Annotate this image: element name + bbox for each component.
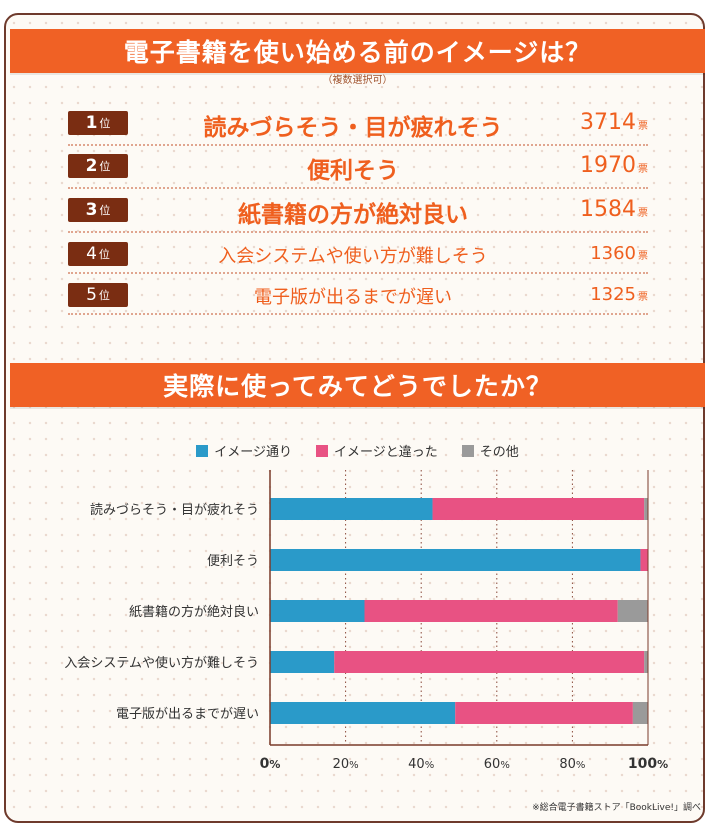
infographic-card xyxy=(4,13,705,823)
source-note: ※総合電子書籍ストア「BookLive!」調べ xyxy=(532,803,701,813)
rank-votes-2: 1970 票 xyxy=(580,153,648,178)
bar-1-series-1 xyxy=(270,498,433,520)
category-label-4: 入会システムや使い方が難しそう xyxy=(64,655,259,671)
rank-suffix: 位 xyxy=(98,289,110,302)
bar-3-series-2 xyxy=(364,600,618,622)
rank-number: 4 xyxy=(86,244,97,264)
rank-label-2: 便利そう xyxy=(307,158,399,184)
x-tick-label-100: 100% xyxy=(628,756,668,772)
x-tick-label-40: 40% xyxy=(408,757,434,772)
x-tick-label-60: 60% xyxy=(484,757,510,772)
legend-label-2: イメージと違った xyxy=(333,445,438,460)
rank-suffix: 位 xyxy=(99,160,111,173)
vote-count: 1325 xyxy=(590,284,636,305)
vote-unit: 票 xyxy=(638,292,648,303)
x-tick-label-20: 20% xyxy=(333,757,359,772)
bar-4-series-2 xyxy=(334,651,645,673)
legend-swatch-3 xyxy=(461,444,474,457)
rank-votes-5: 1325 票 xyxy=(590,284,648,305)
bar-3-series-3 xyxy=(617,600,648,622)
vote-unit: 票 xyxy=(638,164,648,175)
vote-count: 1970 xyxy=(580,153,636,178)
rank-votes-3: 1584 票 xyxy=(580,197,648,222)
rank-votes-4: 1360 票 xyxy=(590,243,648,264)
vote-count: 3714 xyxy=(580,110,636,135)
bar-4-series-1 xyxy=(270,651,335,673)
rank-number: 3 xyxy=(85,200,98,220)
legend-label-3: その他 xyxy=(479,445,519,460)
ranking-subtitle-wrap: （複数選択可） xyxy=(0,71,715,86)
rank-label-3: 紙書籍の方が絶対良い xyxy=(238,202,468,228)
vote-unit: 票 xyxy=(638,208,648,219)
ranking-title: 電子書籍を使い始める前のイメージは？ xyxy=(123,38,592,67)
legend-label-1: イメージ通り xyxy=(214,445,292,460)
legend-swatch-1 xyxy=(196,444,209,457)
rank-label-4: 入会システムや使い方が難しそう xyxy=(218,246,488,267)
vote-unit: 票 xyxy=(638,251,648,262)
rank-label-5: 電子版が出るまでが遅い xyxy=(254,287,452,308)
x-tick-label-80: 80% xyxy=(559,757,585,772)
category-label-3: 紙書籍の方が絶対良い xyxy=(129,604,259,620)
legend-item-3: その他 xyxy=(461,441,519,460)
chart-title-banner: 実際に使ってみてどうでしたか？ xyxy=(10,363,705,407)
vote-unit: 票 xyxy=(638,121,648,132)
vote-count: 1360 xyxy=(590,243,636,264)
chart-legend: イメージ通り イメージと違った その他 xyxy=(0,441,715,460)
bar-3-series-1 xyxy=(270,600,365,622)
rank-votes-1: 3714 票 xyxy=(580,110,648,135)
bar-5-series-3 xyxy=(632,702,648,724)
category-label-5: 電子版が出るまでが遅い xyxy=(116,707,259,722)
x-tick-label-0: 0% xyxy=(260,756,281,772)
chart-title: 実際に使ってみてどうでしたか？ xyxy=(163,372,552,401)
legend-item-1: イメージ通り xyxy=(196,441,292,460)
category-label-1: 読みづらそう・目が疲れそう xyxy=(90,502,259,518)
bar-4-series-3 xyxy=(644,651,648,673)
legend-item-2: イメージと違った xyxy=(315,441,438,460)
bar-5-series-1 xyxy=(270,702,456,724)
ranking-subtitle: （複数選択可） xyxy=(319,75,396,86)
rank-number: 2 xyxy=(85,156,98,176)
rank-suffix: 位 xyxy=(99,117,111,130)
rank-number: 1 xyxy=(85,113,98,133)
bar-1-series-2 xyxy=(432,498,645,520)
vote-count: 1584 xyxy=(580,197,636,222)
rank-label-1: 読みづらそう・目が疲れそう xyxy=(203,115,503,141)
ranking-title-banner: 電子書籍を使い始める前のイメージは？ xyxy=(10,29,705,73)
category-label-2: 便利そう xyxy=(207,554,259,569)
bar-5-series-2 xyxy=(455,702,633,724)
rank-number: 5 xyxy=(86,285,97,305)
rank-suffix: 位 xyxy=(99,204,111,217)
bar-2-series-2 xyxy=(640,549,648,571)
rank-suffix: 位 xyxy=(98,248,110,261)
legend-swatch-2 xyxy=(315,444,328,457)
bar-1-series-3 xyxy=(644,498,648,520)
bar-2-series-1 xyxy=(270,549,641,571)
